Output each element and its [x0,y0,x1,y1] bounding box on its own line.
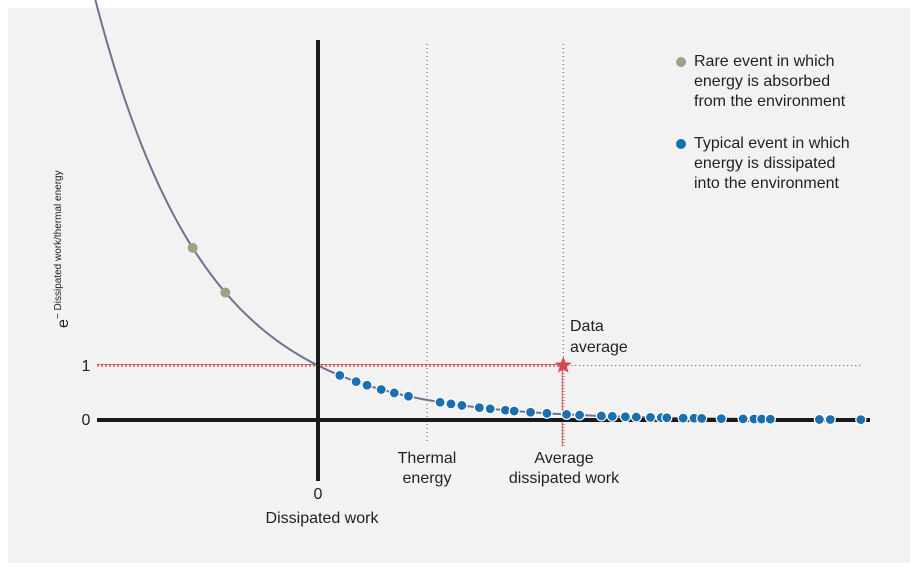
typical-event-point-4 [388,387,400,399]
typical-event-point-34 [855,414,867,426]
rare-event-marker-icon [676,57,686,67]
typical-event-point-19 [619,411,631,423]
typical-event-point-17 [595,410,608,422]
typical-event-point-5 [402,390,415,402]
typical-event-point-6 [434,396,446,408]
typical-event-point-21 [644,411,657,424]
typical-event-point-9 [473,401,485,414]
typical-event-point-1 [350,375,362,388]
typical-event-point-12 [508,405,520,417]
typical-event-point-20 [630,411,642,423]
typical-event-point-13 [524,406,537,418]
x-axis-label: Dissipated work [266,510,380,527]
typical-event-marker-icon [676,139,686,149]
typical-event-point-26 [696,412,708,424]
y-tick-label-0: 0 [82,412,91,429]
average-dissipated-work-label: Average dissipated work [509,450,620,487]
typical-event-point-33 [824,413,836,426]
legend-label-typical: Typical event in which energy is dissipa… [694,135,850,192]
y-tick-label-1: 1 [82,358,91,375]
typical-event-point-10 [484,403,496,415]
typical-event-point-0 [334,369,346,381]
typical-event-point-23 [661,412,673,424]
legend-label-rare: Rare event in which energy is absorbed f… [694,53,846,110]
typical-event-point-7 [445,398,457,410]
typical-event-point-16 [573,409,586,421]
data-average-label: Data average [570,318,628,356]
typical-event-point-24 [677,412,689,424]
typical-event-point-15 [560,408,573,421]
data-average-line [97,364,564,367]
rare-event-point-1 [187,242,198,253]
data-average-star-icon [554,356,572,373]
typical-event-point-28 [737,413,749,425]
chart-frame [8,8,910,563]
rare-event-point-2 [220,287,231,298]
typical-event-point-31 [764,413,776,425]
typical-event-point-32 [813,413,826,426]
typical-event-point-3 [375,383,387,396]
typical-event-point-8 [456,399,468,412]
typical-event-point-2 [361,379,373,391]
typical-event-point-14 [541,407,553,419]
typical-event-point-27 [715,413,727,425]
y-axis-label: e− Dissipated work/thermal energy [53,170,72,328]
thermal-energy-label: Thermal energy [398,450,457,487]
typical-event-point-18 [606,410,618,422]
average-dissipated-work-line [561,365,565,446]
x-zero-label: 0 [314,486,323,503]
